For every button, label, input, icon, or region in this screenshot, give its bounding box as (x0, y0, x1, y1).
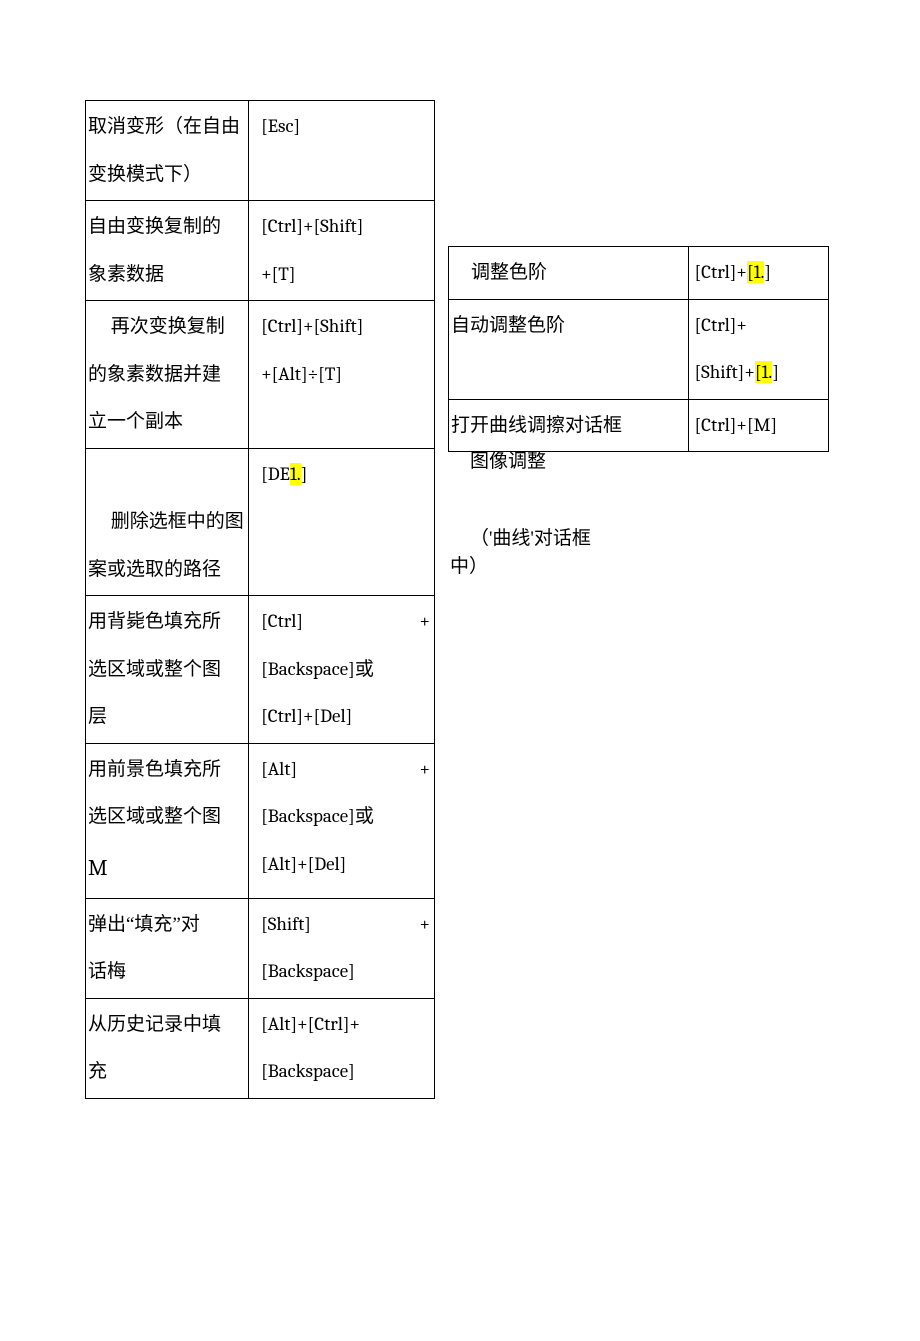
shortcut-description: 弹出“填充”对话梅 (86, 898, 249, 998)
shortcut-description: 用背毙色填充所选区域或整个图层 (86, 596, 249, 744)
table-row: 用背毙色填充所选区域或整个图层[Ctrl]+[Backspace]或[Ctrl]… (86, 596, 435, 744)
shortcut-description: 调整色阶 (449, 247, 689, 300)
shortcut-description: 打开曲线调擦对话框 (449, 399, 689, 452)
shortcut-keys: [Ctrl]+[Shift]+[Alt]÷[T] (249, 301, 435, 449)
shortcut-keys: [Ctrl]+[M] (688, 399, 828, 452)
right-shortcut-table: 调整色阶[Ctrl]+[1.]自动调整色阶[Ctrl]+[Shift]+[1.]… (448, 246, 829, 452)
shortcut-keys: [Ctrl]+[Shift]+[1.] (688, 299, 828, 399)
note-line-2: 中） (450, 553, 488, 582)
shortcut-keys: [Alt]+[Backspace]或[Alt]+[Del] (249, 743, 435, 898)
table-row: 删除选框中的图案或选取的路径[DE1.] (86, 448, 435, 596)
table-row: 调整色阶[Ctrl]+[1.] (449, 247, 829, 300)
shortcut-keys: [Ctrl]+[Backspace]或[Ctrl]+[Del] (249, 596, 435, 744)
table-row: 自由变换复制的象素数据[Ctrl]+[Shift]+[T] (86, 201, 435, 301)
page: 取消变形（在自由变换模式下）[Esc]自由变换复制的象素数据[Ctrl]+[Sh… (0, 0, 920, 1341)
table-row: 打开曲线调擦对话框[Ctrl]+[M] (449, 399, 829, 452)
shortcut-description: 用前景色填充所选区域或整个图M (86, 743, 249, 898)
shortcut-description: 自由变换复制的象素数据 (86, 201, 249, 301)
table-row: 弹出“填充”对话梅[Shift]+[Backspace] (86, 898, 435, 998)
shortcut-keys: [Shift]+[Backspace] (249, 898, 435, 998)
shortcut-description: 再次变换复制的象素数据并建立一个副本 (86, 301, 249, 449)
shortcut-description: 自动调整色阶 (449, 299, 689, 399)
table-row: 取消变形（在自由变换模式下）[Esc] (86, 101, 435, 201)
shortcut-keys: [Ctrl]+[Shift]+[T] (249, 201, 435, 301)
shortcut-keys: [DE1.] (249, 448, 435, 596)
shortcut-description: 删除选框中的图案或选取的路径 (86, 448, 249, 596)
shortcut-keys: [Esc] (249, 101, 435, 201)
shortcut-description: 取消变形（在自由变换模式下） (86, 101, 249, 201)
section-title: 图像调整 (470, 448, 546, 477)
note-line-1: （'曲线'对话框 (470, 525, 591, 554)
table-row: 再次变换复制的象素数据并建立一个副本[Ctrl]+[Shift]+[Alt]÷[… (86, 301, 435, 449)
shortcut-keys: [Alt]+[Ctrl]+[Backspace] (249, 998, 435, 1098)
table-row: 自动调整色阶[Ctrl]+[Shift]+[1.] (449, 299, 829, 399)
shortcut-keys: [Ctrl]+[1.] (688, 247, 828, 300)
left-shortcut-table: 取消变形（在自由变换模式下）[Esc]自由变换复制的象素数据[Ctrl]+[Sh… (85, 100, 435, 1099)
table-row: 用前景色填充所选区域或整个图M[Alt]+[Backspace]或[Alt]+[… (86, 743, 435, 898)
table-row: 从历史记录中填充[Alt]+[Ctrl]+[Backspace] (86, 998, 435, 1098)
shortcut-description: 从历史记录中填充 (86, 998, 249, 1098)
